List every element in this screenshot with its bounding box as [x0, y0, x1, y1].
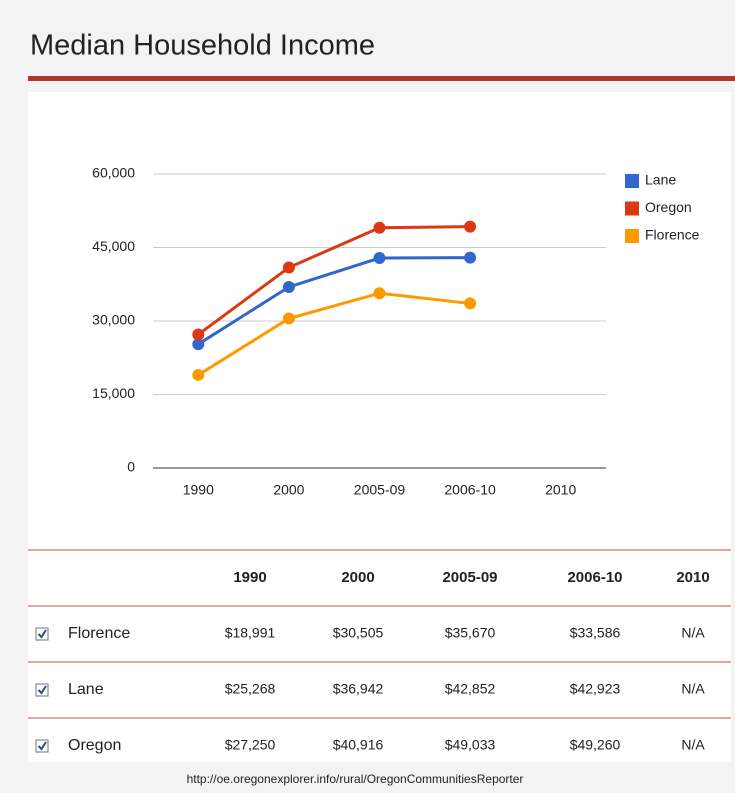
title-rule	[28, 76, 735, 81]
table-header: 2000	[341, 569, 374, 586]
table-cell: $25,268	[225, 681, 276, 697]
data-point	[192, 368, 205, 381]
chart-title: Median Household Income	[30, 30, 375, 62]
checkbox[interactable]	[35, 683, 49, 697]
y-tick-label: 45,000	[92, 238, 135, 254]
panel	[28, 92, 731, 762]
x-tick-label: 2010	[545, 482, 576, 498]
data-point	[373, 221, 386, 234]
legend-label: Lane	[645, 172, 676, 188]
legend-swatch	[625, 174, 639, 188]
x-tick-label: 1990	[183, 482, 214, 498]
table-cell: $35,670	[445, 625, 496, 641]
legend-swatch	[625, 229, 639, 243]
x-tick-label: 2000	[273, 482, 304, 498]
data-point	[464, 297, 477, 310]
legend-swatch	[625, 201, 639, 216]
table-cell: $40,916	[333, 737, 384, 753]
y-tick-label: 15,000	[92, 385, 135, 401]
table-cell: $30,505	[333, 625, 384, 641]
table-cell: $42,852	[445, 681, 496, 697]
legend-label: Oregon	[645, 199, 692, 215]
table-cell: N/A	[681, 737, 705, 753]
table-cell: $49,260	[570, 737, 621, 753]
checkbox[interactable]	[35, 739, 49, 753]
table-cell: $33,586	[570, 625, 621, 641]
data-point	[373, 287, 386, 300]
table-cell: $49,033	[445, 737, 496, 753]
table-cell: $18,991	[225, 625, 276, 641]
data-point	[282, 280, 295, 293]
table-cell: $36,942	[333, 681, 384, 697]
x-tick-label: 2005-09	[354, 482, 406, 498]
table-header: 2005-09	[442, 569, 497, 586]
checkbox-check[interactable]	[37, 741, 47, 751]
y-tick-label: 60,000	[92, 165, 135, 181]
y-tick-label: 30,000	[92, 312, 135, 328]
data-point	[192, 338, 205, 351]
row-label: Oregon	[68, 737, 121, 754]
checkbox[interactable]	[35, 627, 49, 641]
table-cell: $42,923	[570, 681, 621, 697]
data-point	[282, 312, 295, 325]
data-point	[192, 328, 205, 341]
table-header: 2010	[676, 569, 709, 586]
table-cell: N/A	[681, 625, 705, 641]
table-cell: $27,250	[225, 737, 276, 753]
data-point	[373, 252, 386, 265]
footer-url: http://oe.oregonexplorer.info/rural/Oreg…	[187, 772, 524, 786]
table-cell: N/A	[681, 681, 705, 697]
data-point	[464, 220, 477, 233]
checkbox-check[interactable]	[37, 685, 47, 695]
row-label: Florence	[68, 625, 130, 642]
table-header: 1990	[233, 569, 266, 586]
data-point	[282, 261, 295, 274]
series-line	[197, 256, 471, 346]
series-line	[197, 225, 471, 336]
data-point	[464, 251, 477, 264]
checkbox-check[interactable]	[37, 629, 47, 639]
y-tick-label: 0	[127, 459, 135, 475]
row-label: Lane	[68, 681, 104, 698]
table-header: 2006-10	[567, 569, 622, 586]
legend-label: Florence	[645, 227, 700, 243]
series-line	[197, 291, 471, 377]
x-tick-label: 2006-10	[444, 482, 496, 498]
